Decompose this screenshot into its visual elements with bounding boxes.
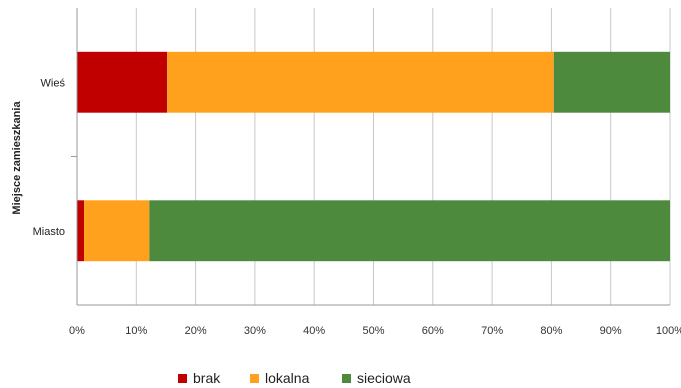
legend-swatch: [250, 374, 259, 383]
bars-group: [77, 51, 670, 262]
x-tick-label: 20%: [185, 325, 207, 337]
bar-segment: [553, 51, 670, 113]
legend-swatch: [342, 374, 351, 383]
bar-segment: [84, 200, 150, 262]
legend-label: brak: [193, 370, 221, 386]
bar-segment: [77, 200, 85, 262]
axes: [71, 8, 670, 306]
bar-segment: [77, 51, 168, 113]
x-tick-label: 80%: [540, 325, 562, 337]
x-tick-label: 0%: [69, 325, 85, 337]
x-tick-label: 10%: [125, 325, 147, 337]
y-axis-title: Miejsce zamieszkania: [11, 101, 23, 215]
x-tick-label: 40%: [303, 325, 325, 337]
x-tick-label: 50%: [362, 325, 384, 337]
x-tick-label: 30%: [244, 325, 266, 337]
category-label: Miasto: [33, 226, 65, 238]
bar-segment: [149, 200, 670, 262]
category-label: Wieś: [41, 77, 66, 89]
x-tick-label: 60%: [422, 325, 444, 337]
legend-swatch: [178, 374, 187, 383]
x-tick-label: 90%: [600, 325, 622, 337]
legend-label: lokalna: [265, 370, 310, 386]
category-labels: Wieś Miasto: [33, 77, 66, 238]
x-tick-label: 70%: [481, 325, 503, 337]
x-tick-label: 100%: [656, 325, 681, 337]
bar-segment: [167, 51, 554, 113]
legend-label: sieciowa: [357, 370, 411, 386]
x-tick-labels: 0% 10% 20% 30% 40% 50% 60% 70% 80% 90% 100%: [69, 325, 681, 337]
legend: brak lokalna sieciowa: [178, 370, 411, 386]
